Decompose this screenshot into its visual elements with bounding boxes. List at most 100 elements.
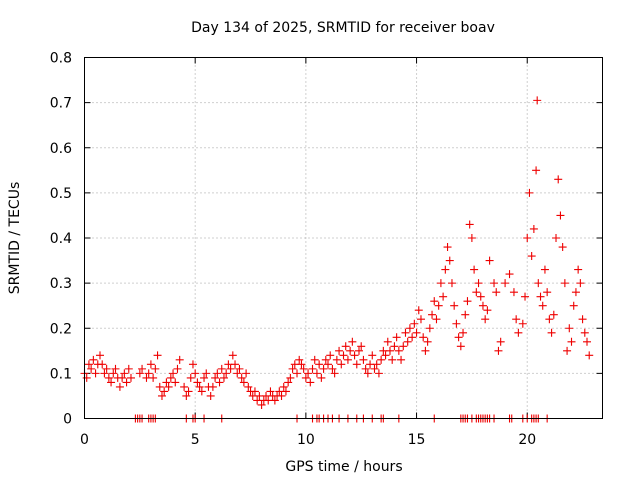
data-point	[279, 382, 288, 391]
data-point	[217, 364, 226, 373]
data-point	[534, 279, 543, 288]
data-point	[454, 333, 463, 342]
data-point	[335, 346, 344, 355]
data-point	[228, 351, 237, 360]
data-point	[385, 346, 394, 355]
data-point	[188, 360, 197, 369]
data-point	[326, 351, 335, 360]
x-tick-label: 20	[518, 432, 536, 448]
data-point	[428, 310, 437, 319]
data-point	[304, 369, 313, 378]
data-point	[213, 369, 222, 378]
data-point	[146, 360, 155, 369]
y-tick-label: 0.8	[50, 51, 72, 67]
data-point	[266, 387, 275, 396]
data-point	[155, 382, 164, 391]
data-point	[552, 234, 561, 242]
data-point	[363, 369, 372, 378]
data-point	[339, 351, 348, 360]
data-point	[452, 319, 461, 328]
data-point	[549, 310, 558, 319]
data-point	[202, 369, 211, 378]
data-point	[388, 355, 397, 364]
y-tick-label: 0.1	[50, 366, 72, 382]
data-point	[556, 211, 565, 220]
data-point	[233, 369, 242, 378]
data-point	[357, 342, 366, 351]
data-point	[463, 297, 472, 306]
data-point	[299, 364, 308, 373]
data-point	[215, 378, 224, 387]
data-point	[496, 337, 505, 346]
data-point	[91, 369, 100, 378]
data-point	[284, 378, 293, 387]
data-point	[445, 256, 454, 265]
data-point	[410, 319, 419, 328]
data-point	[157, 391, 166, 400]
data-point	[565, 324, 574, 333]
data-point	[505, 270, 514, 279]
data-point	[315, 360, 324, 369]
data-point	[512, 315, 521, 324]
data-point	[151, 364, 160, 373]
axis-ticks: 0 5 10 15 20 0 0.1 0.2 0.3 0.4 0.5 0.6 0.7 0.8	[50, 51, 603, 448]
data-point	[408, 333, 417, 342]
data-point	[585, 351, 594, 360]
data-point	[485, 256, 494, 265]
data-point	[501, 279, 510, 288]
data-point	[219, 373, 228, 382]
data-point	[439, 292, 448, 301]
data-point	[529, 224, 538, 233]
y-tick-label: 0.5	[50, 186, 72, 202]
data-point	[377, 355, 386, 364]
data-point	[122, 378, 131, 387]
data-point	[359, 355, 368, 364]
data-point	[293, 369, 302, 378]
data-point	[250, 387, 259, 396]
data-point	[352, 360, 361, 369]
data-point	[184, 387, 193, 396]
data-point	[144, 369, 153, 378]
data-point	[392, 333, 401, 342]
data-point	[536, 292, 545, 301]
data-point	[118, 373, 127, 382]
data-point	[580, 328, 589, 337]
data-point	[149, 373, 158, 382]
data-point	[321, 355, 330, 364]
data-point	[310, 355, 319, 364]
data-point	[324, 360, 333, 369]
data-point	[430, 297, 439, 306]
data-point	[332, 355, 341, 364]
data-point	[206, 391, 215, 400]
data-point	[423, 337, 432, 346]
data-point	[554, 175, 563, 184]
data-point	[306, 378, 315, 387]
data-point	[390, 342, 399, 351]
data-point	[107, 378, 116, 387]
data-point	[509, 288, 518, 297]
y-tick-label: 0.2	[50, 321, 72, 337]
data-point	[443, 243, 452, 252]
data-point	[341, 342, 350, 351]
data-point	[397, 355, 406, 364]
data-point	[521, 292, 530, 301]
data-point	[135, 369, 144, 378]
data-point	[383, 337, 392, 346]
data-point	[162, 378, 171, 387]
data-point	[543, 288, 552, 297]
data-point	[239, 378, 248, 387]
data-point	[169, 369, 178, 378]
data-point	[89, 355, 98, 364]
data-point	[545, 315, 554, 324]
x-tick-label: 0	[80, 432, 89, 448]
data-point	[478, 301, 487, 310]
data-point	[571, 288, 580, 297]
data-point	[166, 373, 175, 382]
data-point	[434, 301, 443, 310]
data-point	[492, 288, 501, 297]
data-point	[153, 351, 162, 360]
data-point	[111, 364, 120, 373]
data-point	[436, 279, 445, 288]
data-point	[494, 346, 503, 355]
data-point	[412, 328, 421, 337]
